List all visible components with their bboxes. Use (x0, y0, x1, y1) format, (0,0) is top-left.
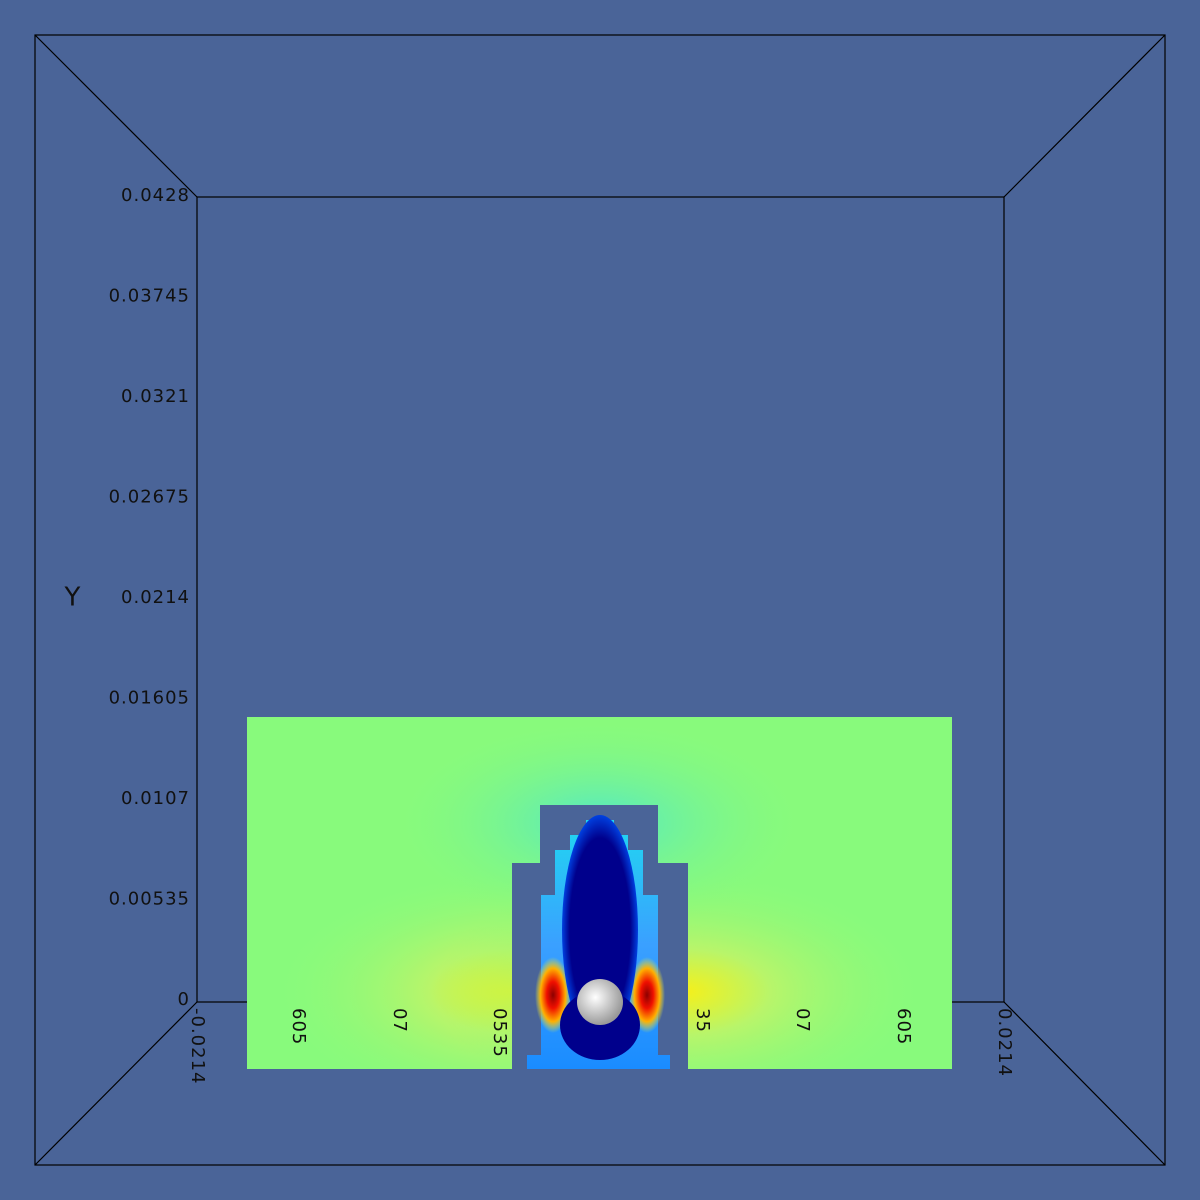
x-tick-label: 07 (389, 1008, 410, 1033)
y-ticks: 0.0428 0.03745 0.0321 0.02675 0.0214 0.01605 0… (109, 185, 190, 1010)
scalar-field-slice (247, 717, 952, 1069)
x-tick-label: 07 (792, 1008, 813, 1033)
y-tick-label: 0.0321 (121, 386, 190, 407)
x-tick-label: 35 (692, 1008, 713, 1033)
x-tick-label: -0.0214 (187, 1008, 208, 1084)
y-tick-label: 0.0107 (121, 788, 190, 809)
x-tick-label: 605 (893, 1008, 914, 1045)
y-tick-label: 0.02675 (109, 487, 190, 508)
y-tick-label: 0.00535 (109, 889, 190, 910)
y-tick-label: 0.0428 (121, 185, 190, 206)
x-tick-label: 0535 (489, 1008, 510, 1058)
y-axis-title: Y (64, 583, 82, 613)
y-tick-label: 0 (178, 989, 190, 1010)
y-tick-label: 0.01605 (109, 688, 190, 709)
sphere (577, 979, 623, 1025)
y-tick-label: 0.03745 (109, 286, 190, 307)
x-tick-label: 605 (288, 1008, 309, 1045)
x-ticks: -0.0214 605 07 0535 35 07 605 0.0214 (187, 1008, 1015, 1084)
y-tick-label: 0.0214 (121, 587, 190, 608)
x-tick-label: 0.0214 (994, 1008, 1015, 1077)
